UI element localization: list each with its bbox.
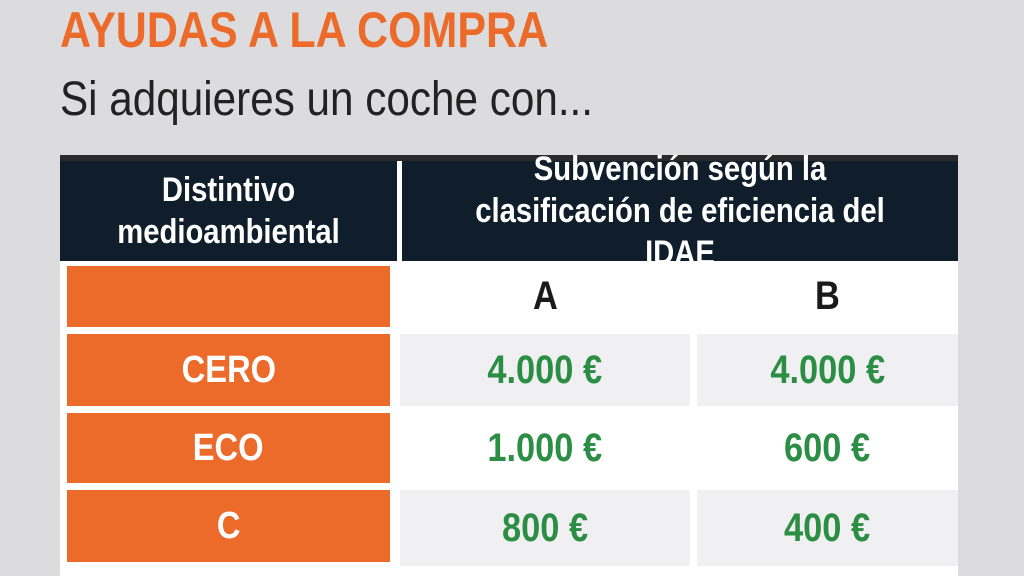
column-label-b: B xyxy=(697,266,958,327)
column-label-empty xyxy=(67,266,390,327)
header-distintivo-label: Distintivo medioambiental xyxy=(117,171,340,251)
row-label-c: C xyxy=(67,490,390,562)
table-cell-eco-a: 1.000 € xyxy=(400,413,690,483)
table-cell-eco-b: 600 € xyxy=(697,413,958,483)
header-distintivo: Distintivo medioambiental xyxy=(60,161,397,261)
header-subvencion: Subvención según la clasificación de efi… xyxy=(402,150,958,272)
column-label-a: A xyxy=(400,266,690,327)
table-cell-cero-b: 4.000 € xyxy=(697,334,958,406)
header-subvencion-label: Subvención según la clasificación de efi… xyxy=(475,150,885,272)
table-top-rule xyxy=(60,155,958,161)
page-subtitle: Si adquieres un coche con... xyxy=(60,73,594,126)
table-cell-c-b: 400 € xyxy=(697,490,958,566)
row-label-eco: ECO xyxy=(67,413,390,483)
table-cell-c-a: 800 € xyxy=(400,490,690,566)
page-title: AYUDAS A LA COMPRA xyxy=(60,2,549,58)
table-cell-cero-a: 4.000 € xyxy=(400,334,690,406)
row-label-cero: CERO xyxy=(67,334,390,406)
